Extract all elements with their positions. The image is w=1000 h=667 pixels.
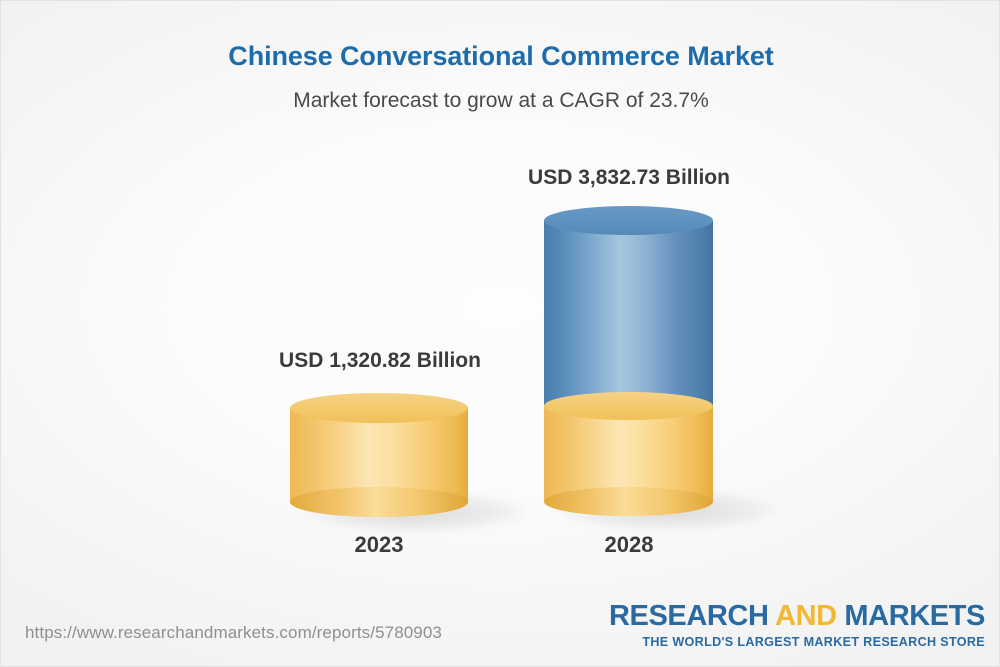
value-label-2023: USD 1,320.82 Billion bbox=[279, 349, 481, 372]
page-subtitle: Market forecast to grow at a CAGR of 23.… bbox=[293, 89, 709, 112]
category-label-2023: 2023 bbox=[354, 532, 404, 557]
cylinder-segment-divider-2028 bbox=[544, 392, 713, 420]
page-title: Chinese Conversational Commerce Market bbox=[228, 41, 774, 71]
brand-word-markets: MARKETS bbox=[844, 600, 985, 632]
cylinder-base-arc-2028 bbox=[544, 487, 713, 516]
value-label-2028: USD 3,832.73 Billion bbox=[528, 166, 730, 189]
cylinder-base-arc-2023 bbox=[290, 487, 468, 517]
brand-word-research: RESEARCH bbox=[608, 600, 769, 632]
cylinder-base-segment-2028 bbox=[544, 406, 713, 502]
brand-word-and: AND bbox=[775, 600, 837, 632]
bar-cylinder-2023 bbox=[290, 393, 468, 517]
brand-logo-wordmark: RESEARCH AND MARKETS bbox=[609, 602, 985, 631]
cylinder-top-cap-2028 bbox=[544, 206, 713, 235]
report-url[interactable]: https://www.researchandmarkets.com/repor… bbox=[25, 623, 442, 642]
bar-cylinder-2028 bbox=[544, 206, 713, 517]
brand-tagline: THE WORLD'S LARGEST MARKET RESEARCH STOR… bbox=[642, 635, 985, 649]
brand-logo[interactable]: RESEARCH AND MARKETS THE WORLD'S LARGEST… bbox=[609, 602, 985, 649]
cylinder-body-2023 bbox=[290, 408, 468, 502]
cylinder-top-cap-2023 bbox=[290, 393, 468, 423]
category-label-2028: 2028 bbox=[604, 532, 654, 557]
cylinder-body-2028 bbox=[544, 221, 713, 406]
